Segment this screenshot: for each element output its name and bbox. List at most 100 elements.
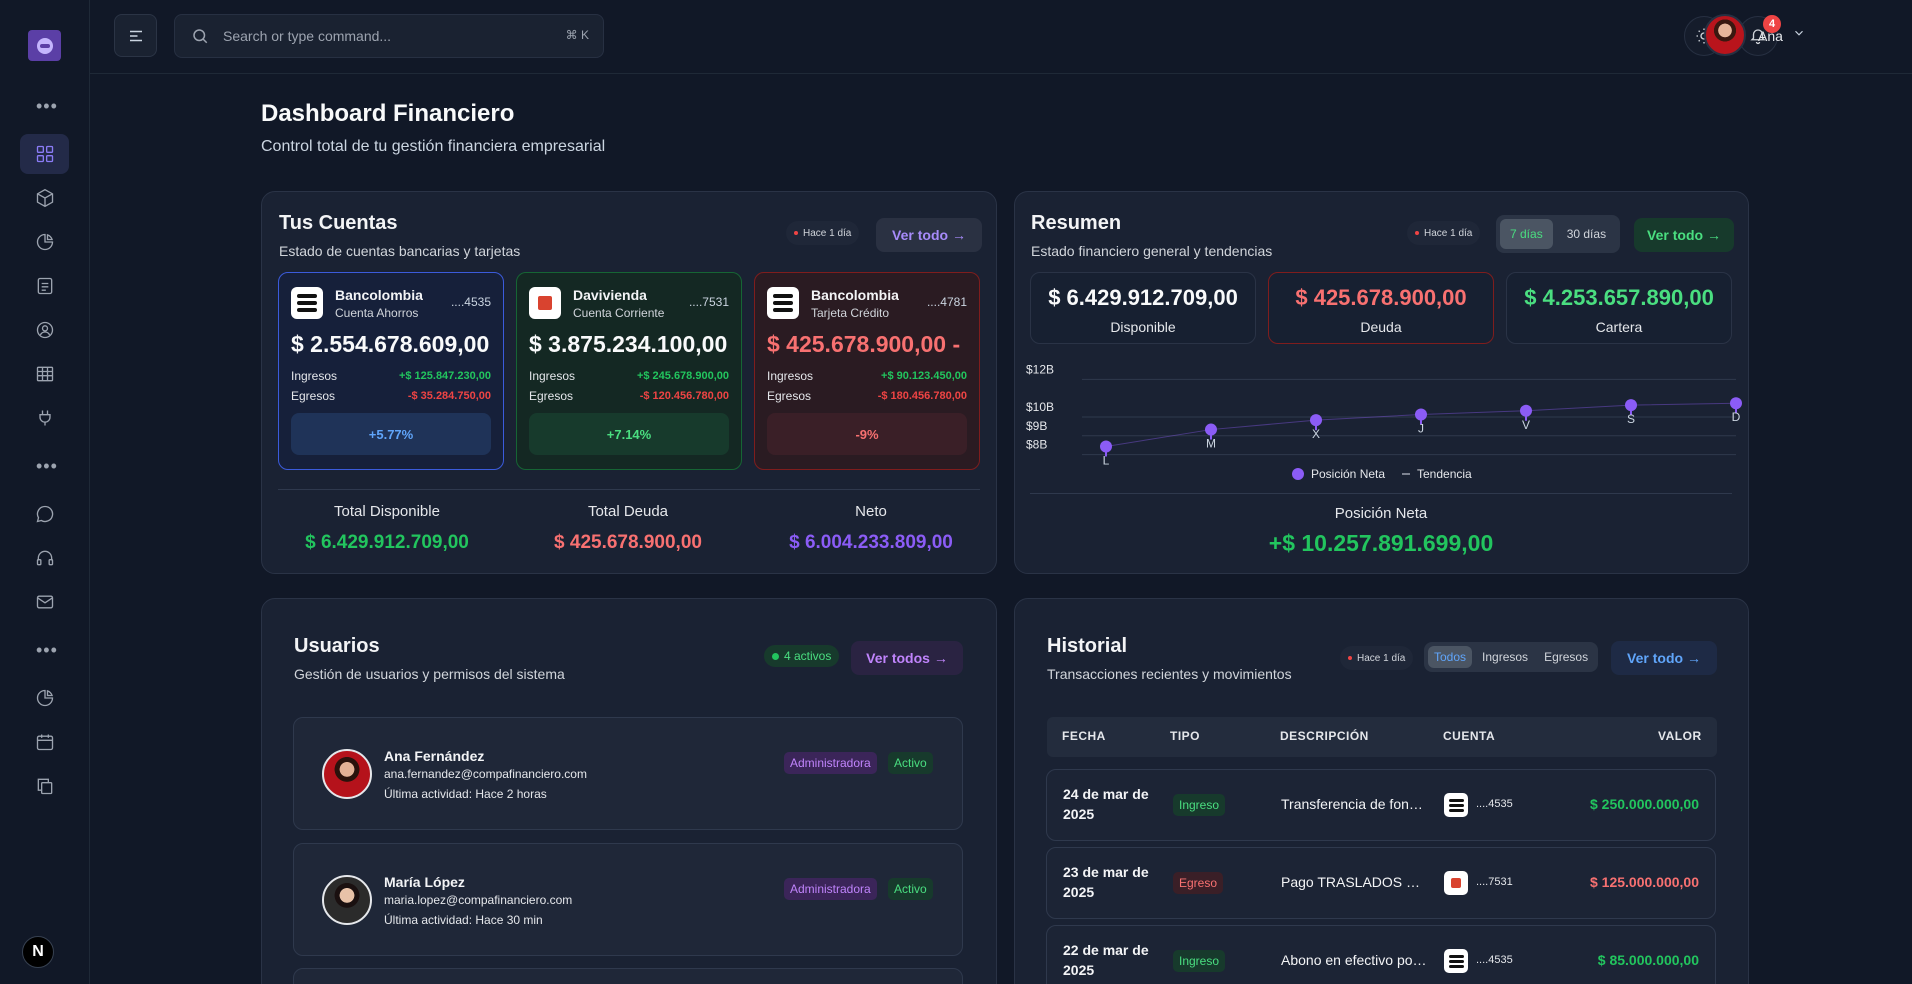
framework-badge[interactable]: N [22,936,54,968]
data-point [1625,399,1637,412]
box-icon [36,188,53,208]
search-icon [193,29,208,44]
sidebar-item-chat[interactable] [20,494,69,534]
sidebar-item-integrations[interactable] [20,398,69,438]
user-name: María López [384,874,465,890]
calendar-icon [36,734,53,751]
range-7-days[interactable]: 7 días [1500,219,1553,249]
net-position-chart: $12B $10B $9B $8B L M X J V S D Posición Neta Tenden… [1026,362,1742,481]
users-view-all-button[interactable]: Ver todos → [851,641,963,675]
topbar: Search or type command... ⌘ K 4 [90,0,1912,74]
expense-value: -$ 120.456.780,00 [639,390,729,402]
x-tick-label: L [1103,453,1110,467]
section-more-icon: ••• [36,456,58,476]
davivienda-logo [1444,871,1468,895]
account-type: Cuenta Ahorros [335,306,419,320]
mail-icon [36,595,53,609]
page-subtitle: Control total de tu gestión financiera e… [261,138,606,155]
pie-chart-icon [36,689,53,707]
x-tick-label: V [1522,418,1530,432]
sidebar-item-profile[interactable] [20,310,69,350]
sidebar-item-analytics[interactable] [20,678,69,718]
sidebar: ••• ••• ••• N [0,0,90,984]
table-row[interactable]: 22 de mar de 2025 Ingreso Abono en efect… [1046,925,1716,984]
user-name: Ana Fernández [384,748,485,764]
accounts-view-all-button[interactable]: Ver todo → [876,218,982,252]
row-account: ....4535 [1476,798,1513,810]
range-30-days[interactable]: 30 días [1566,227,1607,241]
filter-all[interactable]: Todos [1428,646,1473,668]
data-point [1520,404,1532,417]
income-value: +$ 90.123.450,00 [881,370,967,382]
row-value: $ 250.000.000,00 [1590,796,1699,812]
account-change: -9% [767,413,967,455]
updated-badge: Hace 1 día [786,221,860,245]
income-label: Ingresos [767,369,814,383]
sidebar-item-dashboard[interactable] [20,134,69,174]
available-value: $ 6.429.912.709,00 [1048,285,1238,310]
income-label: Ingresos [291,369,338,383]
portfolio-label: Cartera [1595,319,1643,335]
app-logo[interactable] [28,30,61,61]
bancolombia-logo [291,287,323,319]
income-label: Ingresos [529,369,576,383]
user-activity: Última actividad: Hace 30 min [384,913,543,927]
avatar [322,749,372,799]
table-icon [36,366,53,382]
user-row[interactable] [293,968,963,984]
debt-box: $ 425.678.900,00 Deuda [1268,272,1494,344]
user-email: maria.lopez@compafinanciero.com [384,893,573,907]
bancolombia-logo [1444,949,1468,973]
search-input[interactable]: Search or type command... ⌘ K [174,14,604,58]
row-account: ....7531 [1476,876,1513,888]
role-badge: Administradora [784,752,877,774]
sidebar-item-reports[interactable] [20,222,69,262]
menu-toggle-button[interactable] [114,14,157,57]
table-row[interactable]: 23 de mar de 2025 Egreso Pago TRASLADOS … [1046,847,1716,919]
row-description: Pago TRASLADOS hacia [1281,874,1427,890]
active-users-badge: 4 activos [764,645,840,667]
chat-icon [36,505,53,523]
sidebar-item-tables[interactable] [20,354,69,394]
sidebar-item-documents[interactable] [20,266,69,306]
page-title: Dashboard Financiero [261,100,515,127]
plug-icon [38,410,51,426]
search-placeholder: Search or type command... [223,28,392,44]
summary-view-all-button[interactable]: Ver todo → [1634,218,1734,252]
chevron-down-icon[interactable] [1792,26,1806,40]
table-row[interactable]: 24 de mar de 2025 Ingreso Transferencia … [1046,769,1716,841]
headphones-icon [36,550,53,566]
user-row[interactable]: Ana Fernández ana.fernandez@compafinanci… [293,717,963,830]
dashboard-icon [36,145,53,163]
y-tick-label: $12B [1026,362,1054,376]
user-email: ana.fernandez@compafinanciero.com [384,767,587,781]
account-change: +7.14% [529,413,729,455]
bell-icon [1750,29,1766,45]
user-row[interactable]: María López maria.lopez@compafinanciero.… [293,843,963,956]
debt-label: Deuda [1360,319,1402,335]
sidebar-item-calendar[interactable] [20,722,69,762]
net-label: Neto [855,503,887,520]
sidebar-item-pages[interactable] [20,766,69,806]
updated-badge: Hace 1 día [1407,221,1481,245]
x-tick-label: J [1418,422,1424,436]
account-number: ....4535 [450,295,491,309]
history-filter: Todos Ingresos Egresos [1424,642,1599,672]
user-avatar[interactable] [1704,14,1746,56]
account-card[interactable]: Bancolombia Cuenta Ahorros ....4535 $ 2.… [278,272,504,470]
sidebar-item-products[interactable] [20,178,69,218]
legend-label-trend: Tendencia [1417,467,1472,481]
filter-income[interactable]: Ingresos [1482,650,1529,664]
user-name[interactable]: Ana [1758,28,1783,44]
sidebar-item-support[interactable] [20,538,69,578]
history-title: Historial [1047,635,1128,657]
account-card[interactable]: Davivienda Cuenta Corriente ....7531 $ 3… [516,272,742,470]
account-balance: $ 425.678.900,00 - [767,331,961,357]
account-card[interactable]: Bancolombia Tarjeta Crédito ....4781 $ 4… [754,272,980,470]
account-bank: Bancolombia [811,287,899,303]
sidebar-item-mail[interactable] [20,582,69,622]
history-view-all-button[interactable]: Ver todo → [1611,641,1717,675]
summary-card: Resumen Estado financiero general y tend… [1014,191,1749,574]
document-icon [37,277,52,295]
filter-expense[interactable]: Egresos [1544,650,1589,664]
